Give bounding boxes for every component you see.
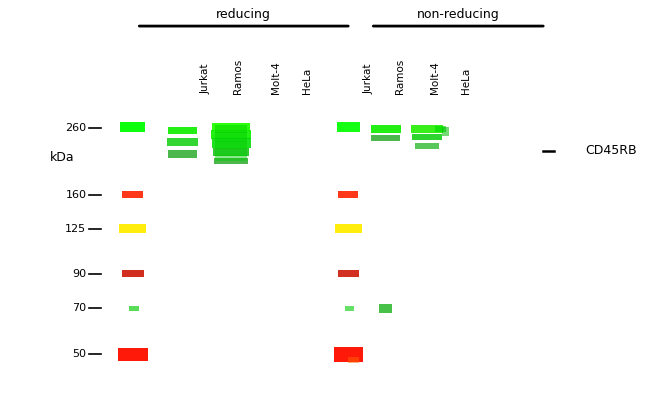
Bar xyxy=(213,123,250,131)
Text: Jurkat: Jurkat xyxy=(364,64,374,94)
Text: CD45RB: CD45RB xyxy=(585,144,636,158)
Text: Ramos: Ramos xyxy=(233,59,243,94)
Bar xyxy=(213,148,249,156)
Text: Ramos: Ramos xyxy=(395,59,405,94)
Bar xyxy=(118,348,148,361)
Text: 125: 125 xyxy=(65,224,86,234)
Text: 90: 90 xyxy=(72,269,86,279)
Bar xyxy=(370,125,401,133)
Bar xyxy=(215,132,247,134)
Bar xyxy=(168,150,197,158)
Bar xyxy=(372,135,400,141)
Bar xyxy=(442,128,449,136)
Text: HeLa: HeLa xyxy=(461,68,471,94)
Bar xyxy=(348,357,359,363)
Bar xyxy=(215,156,247,158)
Bar xyxy=(215,141,247,143)
Text: kDa: kDa xyxy=(49,151,74,164)
Bar xyxy=(119,224,146,233)
Bar xyxy=(345,306,354,311)
Bar xyxy=(334,347,363,362)
Text: Molt-4: Molt-4 xyxy=(430,61,440,94)
Bar xyxy=(215,136,247,138)
Bar xyxy=(215,157,247,159)
Text: 50: 50 xyxy=(72,349,86,359)
Bar xyxy=(379,304,393,313)
Text: 160: 160 xyxy=(66,190,86,200)
Bar xyxy=(215,134,247,136)
Bar xyxy=(214,158,248,164)
Bar xyxy=(215,150,247,152)
Bar xyxy=(168,127,197,134)
Bar xyxy=(120,122,145,132)
Text: Jurkat: Jurkat xyxy=(200,64,210,94)
Text: non-reducing: non-reducing xyxy=(417,8,500,20)
Bar xyxy=(122,191,143,198)
Bar xyxy=(215,131,247,133)
Text: 260: 260 xyxy=(65,123,86,133)
Bar xyxy=(338,191,358,198)
Bar xyxy=(215,138,247,140)
Bar xyxy=(129,306,139,311)
Bar xyxy=(215,148,247,150)
Text: 70: 70 xyxy=(72,303,86,313)
Bar xyxy=(122,270,144,277)
Bar xyxy=(415,143,439,149)
Bar xyxy=(215,154,247,156)
Bar xyxy=(212,138,251,148)
Bar xyxy=(337,270,359,277)
Bar xyxy=(435,126,446,132)
Bar xyxy=(215,145,247,147)
Bar xyxy=(412,134,442,140)
Bar xyxy=(215,159,247,161)
Bar xyxy=(215,126,247,128)
Bar xyxy=(215,152,247,154)
Bar xyxy=(215,143,247,145)
Bar xyxy=(337,122,359,132)
Bar xyxy=(168,138,198,146)
Bar xyxy=(335,224,361,233)
Text: HeLa: HeLa xyxy=(302,68,312,94)
Bar xyxy=(211,130,251,140)
Text: reducing: reducing xyxy=(216,8,271,20)
Bar xyxy=(215,140,247,142)
Text: Molt-4: Molt-4 xyxy=(271,61,281,94)
Bar xyxy=(411,126,443,133)
Bar xyxy=(215,129,247,131)
Bar xyxy=(215,147,247,149)
Bar xyxy=(215,127,247,129)
